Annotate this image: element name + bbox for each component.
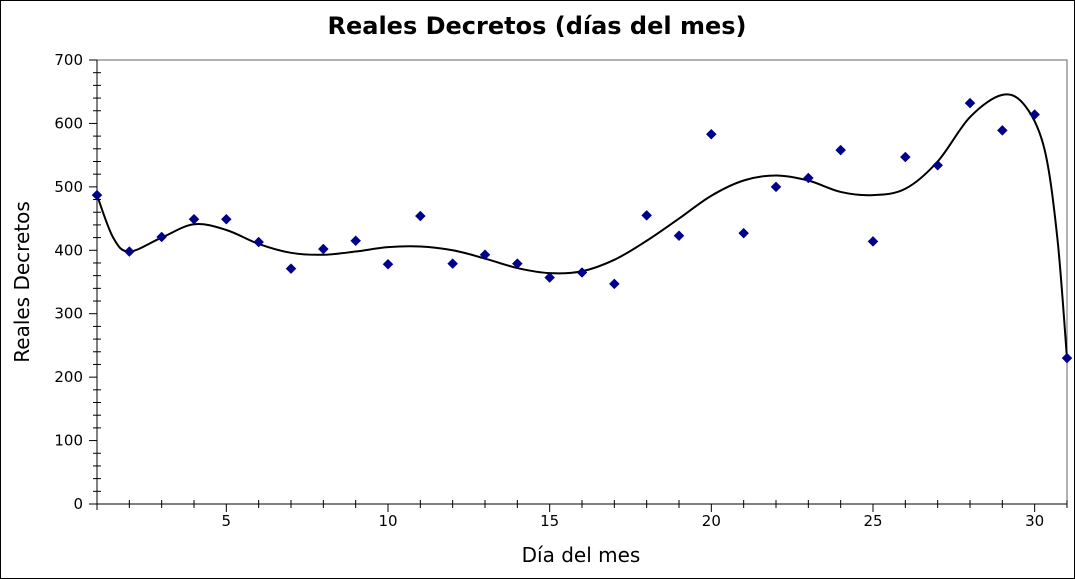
data-point — [123, 246, 135, 257]
y-tick-label: 100 — [54, 432, 83, 450]
data-point — [802, 172, 814, 184]
trendline — [96, 93, 1068, 359]
data-point — [576, 267, 588, 278]
data-point — [738, 227, 750, 239]
data-point — [382, 258, 394, 270]
y-axis-label: Reales Decretos — [10, 201, 34, 362]
y-tick-label: 0 — [73, 495, 83, 513]
data-point — [899, 151, 911, 163]
y-tick-label: 700 — [54, 51, 83, 69]
data-point — [156, 231, 168, 243]
x-tick-label: 5 — [222, 512, 232, 530]
data-point — [932, 159, 944, 171]
data-point — [867, 236, 879, 247]
tick-labels: 0 100 200 300 400 500 600 700 5 10 15 20 25 30 — [54, 51, 1044, 530]
y-tick-label: 500 — [54, 178, 83, 196]
data-point — [1029, 109, 1041, 120]
data-point — [544, 272, 556, 283]
data-point — [350, 235, 362, 247]
data-points — [91, 97, 1073, 364]
y-tick-label: 400 — [54, 241, 83, 259]
data-point — [414, 210, 426, 222]
data-point — [608, 278, 620, 290]
data-point — [188, 213, 200, 225]
trendline-group — [96, 93, 1068, 359]
y-tick-label: 300 — [54, 305, 83, 323]
data-point — [447, 258, 459, 269]
x-tick-label: 10 — [378, 512, 397, 530]
data-point — [220, 213, 232, 225]
chart-title: Reales Decretos (días del mes) — [327, 12, 746, 40]
data-point — [1061, 352, 1073, 364]
data-point — [317, 243, 329, 255]
data-point — [673, 230, 685, 242]
x-tick-label: 25 — [863, 512, 882, 530]
data-point — [996, 125, 1008, 136]
data-point — [91, 189, 103, 201]
x-tick-label: 20 — [702, 512, 721, 530]
data-point — [964, 97, 976, 109]
x-axis-label: Día del mes — [522, 543, 641, 567]
y-tick-label: 600 — [54, 114, 83, 132]
data-point — [770, 181, 782, 193]
data-point — [285, 263, 297, 275]
data-point — [641, 210, 653, 221]
x-tick-label: 15 — [540, 512, 559, 530]
x-tick-label: 30 — [1025, 512, 1044, 530]
plot-area — [96, 59, 1068, 505]
data-point — [705, 128, 717, 140]
data-point — [835, 144, 847, 156]
y-tick-label: 200 — [54, 368, 83, 386]
axis-ticks — [89, 59, 1068, 512]
data-point — [479, 249, 491, 261]
data-point — [253, 236, 265, 248]
data-point — [511, 258, 523, 269]
